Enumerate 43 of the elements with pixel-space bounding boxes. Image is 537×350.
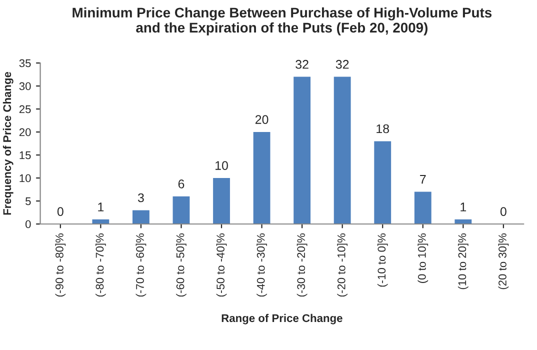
x-tick-label: (-10 to 0]% bbox=[377, 233, 388, 287]
data-label: 32 bbox=[336, 60, 349, 69]
y-tick-label: 20 bbox=[19, 128, 31, 136]
y-tick-label: 25 bbox=[19, 105, 31, 114]
bar bbox=[253, 132, 270, 224]
x-tick-label: (-50 to -40]% bbox=[216, 233, 227, 297]
data-label: 20 bbox=[255, 115, 268, 124]
data-label: 1 bbox=[460, 202, 466, 212]
x-tick-label: (-90 to -80]% bbox=[55, 233, 66, 297]
y-tick-label: 35 bbox=[19, 59, 31, 68]
data-label: 6 bbox=[178, 180, 184, 188]
x-axis-title: Range of Price Change bbox=[222, 314, 342, 324]
x-tick-label: (20 to 30]% bbox=[498, 233, 509, 290]
data-label: 0 bbox=[500, 207, 506, 216]
y-tick-label: 10 bbox=[20, 174, 31, 182]
y-tick-label: 15 bbox=[20, 151, 31, 160]
bar bbox=[132, 210, 150, 224]
x-tick-label: (-30 to -20]% bbox=[296, 233, 308, 297]
y-tick-label: 5 bbox=[26, 197, 31, 206]
data-label: 3 bbox=[138, 193, 144, 202]
data-label: 18 bbox=[376, 124, 390, 134]
data-label: 32 bbox=[296, 60, 308, 69]
bar bbox=[334, 76, 351, 224]
x-tick-label: (10 to 20]% bbox=[458, 233, 468, 290]
x-tick-label: (-70 to -60]% bbox=[136, 233, 146, 297]
y-tick-label: 0 bbox=[26, 220, 31, 228]
data-label: 7 bbox=[420, 175, 426, 184]
x-tick-label: (-40 to -30]% bbox=[256, 233, 267, 297]
bar bbox=[213, 178, 230, 224]
bar bbox=[374, 141, 392, 224]
x-tick-label: (-60 to -50]% bbox=[176, 233, 186, 297]
x-tick-label: (-20 to -10]% bbox=[337, 233, 348, 297]
bar bbox=[294, 76, 311, 224]
x-tick-label: (-80 to -70]% bbox=[96, 233, 106, 297]
x-tick-label: (0 to 10]% bbox=[418, 233, 428, 283]
data-label: 0 bbox=[57, 207, 64, 216]
bar bbox=[414, 192, 432, 224]
data-label: 10 bbox=[216, 161, 228, 170]
y-tick-label: 30 bbox=[19, 82, 31, 90]
data-label: 1 bbox=[98, 202, 104, 212]
y-axis-title: Frequency of Price Change bbox=[2, 72, 14, 215]
bar bbox=[172, 196, 190, 224]
chart-title: Minimum Price Change Between Purchase of High-Volume Puts and the Expiration of the Puts (Feb 20, 2009) bbox=[72, 7, 492, 36]
